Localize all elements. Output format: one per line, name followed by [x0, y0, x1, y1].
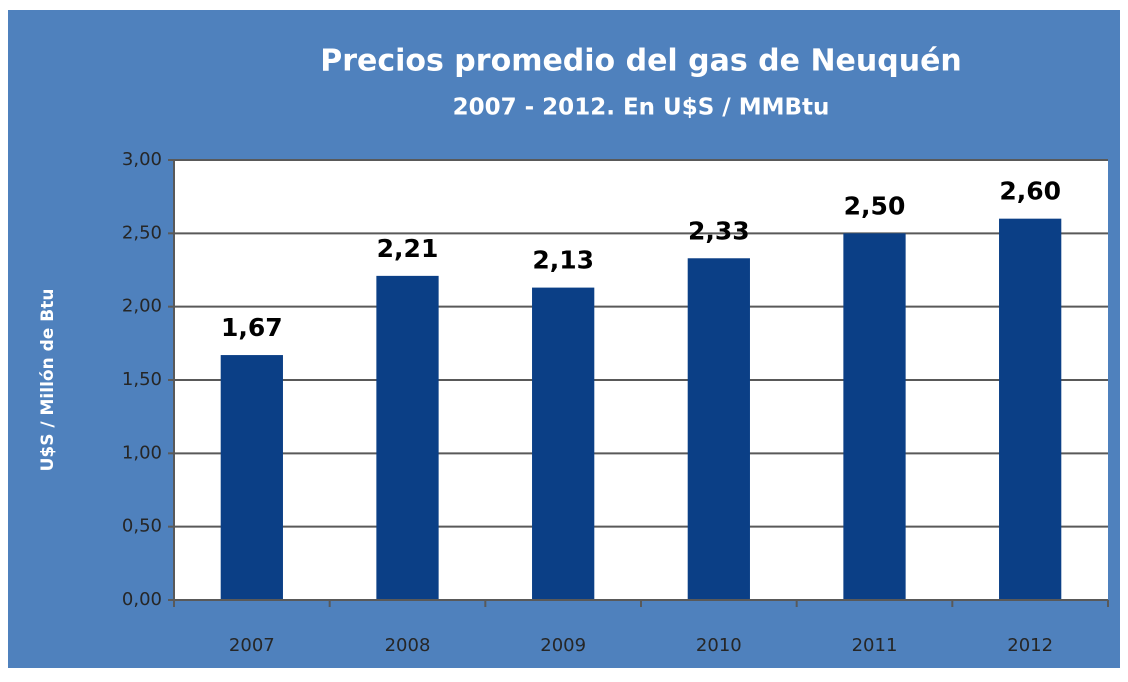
bar: [843, 233, 906, 601]
x-tick-label: 2011: [852, 635, 898, 656]
bar: [220, 355, 283, 600]
bar: [532, 287, 595, 600]
y-tick-label: 3,00: [122, 149, 162, 170]
chart-title: Precios promedio del gas de Neuquén: [320, 44, 962, 79]
data-label: 2,60: [999, 177, 1061, 206]
y-tick-label: 2,50: [122, 222, 162, 243]
data-label: 2,33: [688, 216, 750, 245]
x-tick-label: 2008: [385, 635, 431, 656]
chart-subtitle: 2007 - 2012. En U$S / MMBtu: [453, 95, 830, 121]
y-tick-label: 0,50: [122, 516, 162, 537]
data-label: 2,50: [844, 191, 906, 220]
x-tick-label: 2007: [229, 635, 275, 656]
data-label: 1,67: [221, 313, 283, 342]
x-tick-label: 2009: [540, 635, 586, 656]
y-tick-label: 2,00: [122, 296, 162, 317]
x-tick-label: 2012: [1007, 635, 1053, 656]
bar: [687, 258, 750, 600]
data-label: 2,13: [532, 246, 594, 275]
y-tick-label: 1,00: [122, 442, 162, 463]
bar: [999, 218, 1062, 600]
data-label: 2,21: [377, 234, 439, 263]
x-tick-label: 2010: [696, 635, 742, 656]
y-tick-label: 0,00: [122, 589, 162, 610]
bar: [376, 275, 439, 600]
y-axis-label: U$S / Millón de Btu: [38, 289, 58, 472]
y-tick-label: 1,50: [122, 369, 162, 390]
